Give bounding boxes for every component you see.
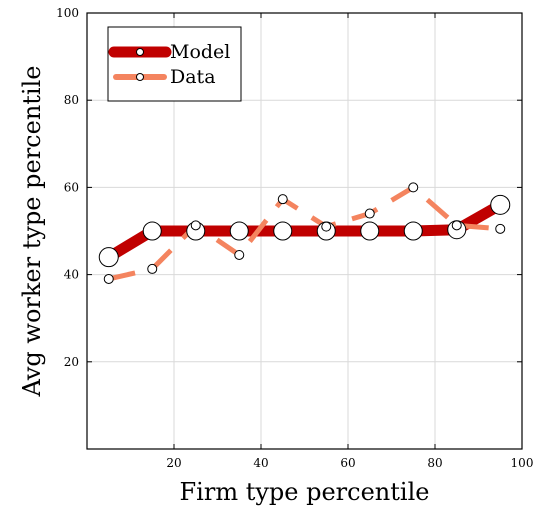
data-series-line bbox=[108, 184, 501, 282]
model-point bbox=[273, 221, 293, 241]
data-point bbox=[408, 182, 419, 193]
plot-frame bbox=[86, 12, 523, 450]
series-layer bbox=[98, 182, 511, 284]
y-tick-label: 20 bbox=[64, 355, 79, 369]
x-tick-label: 80 bbox=[427, 456, 442, 470]
data-point bbox=[147, 263, 158, 274]
data-point bbox=[234, 249, 245, 260]
data-point bbox=[451, 220, 462, 231]
data-point bbox=[190, 220, 201, 231]
y-tick-label: 80 bbox=[64, 93, 79, 107]
model-point bbox=[403, 221, 423, 241]
y-tick-label: 40 bbox=[64, 268, 79, 282]
model-series-line bbox=[105, 200, 503, 262]
model-point bbox=[360, 221, 380, 241]
legend-model-marker bbox=[136, 48, 144, 56]
data-point bbox=[495, 223, 506, 234]
legend-data-label: Data bbox=[170, 66, 216, 88]
legend-model-label: Model bbox=[170, 41, 230, 63]
axis-ticks: 20 40 60 80 100 20 40 60 80 100 bbox=[56, 6, 533, 470]
x-axis-label: Firm type percentile bbox=[180, 478, 430, 506]
y-tick-label: 100 bbox=[56, 6, 79, 20]
legend: Model Data bbox=[107, 26, 242, 102]
x-tick-label: 20 bbox=[166, 456, 181, 470]
model-point bbox=[229, 221, 249, 241]
legend-box bbox=[107, 26, 242, 102]
y-axis-label: Avg worker type percentile bbox=[18, 66, 46, 398]
data-point bbox=[277, 194, 288, 205]
model-point bbox=[490, 194, 511, 215]
model-point bbox=[98, 247, 119, 268]
model-point bbox=[142, 221, 162, 241]
y-tick-label: 60 bbox=[64, 180, 79, 194]
data-point bbox=[103, 273, 114, 284]
x-tick-label: 40 bbox=[253, 456, 268, 470]
x-tick-label: 100 bbox=[511, 456, 534, 470]
data-point bbox=[321, 221, 332, 232]
x-tick-label: 60 bbox=[340, 456, 355, 470]
data-point bbox=[364, 208, 375, 219]
legend-data-marker bbox=[136, 73, 144, 81]
